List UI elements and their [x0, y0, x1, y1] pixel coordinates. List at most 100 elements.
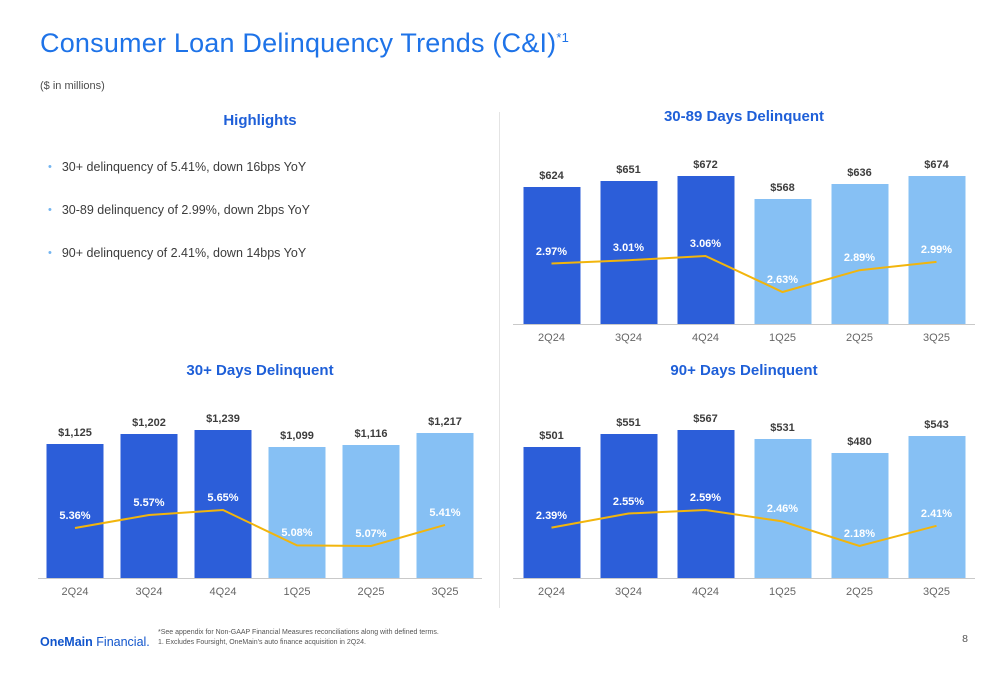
x-axis-label: 2Q25: [357, 586, 385, 598]
bar-pct-label: 2.63%: [766, 274, 799, 286]
x-axis-label: 2Q24: [61, 586, 89, 598]
bullet-item: • 30+ delinquency of 5.41%, down 16bps Y…: [48, 159, 480, 176]
onemain-financial-logo: OneMain Financial.: [40, 635, 150, 649]
x-axis-label: 3Q24: [615, 586, 642, 598]
x-axis-label: 3Q25: [431, 586, 459, 598]
chart-title: 30+ Days Delinquent: [186, 362, 334, 379]
bar-slot-1Q25: $568 2.63%: [744, 137, 821, 324]
vertical-divider: [499, 112, 500, 608]
chart-90-plus-days-delinquent: 90+ Days Delinquent $501 2.39% $551 2.55% $5…: [513, 362, 975, 610]
bar-value-label: $1,116: [354, 428, 388, 440]
bar-slot-2Q25: $636 2.89%: [821, 137, 898, 324]
bar-slot-2Q24: $1,125 5.36%: [38, 391, 112, 578]
footnotes: *See appendix for Non-GAAP Financial Mea…: [158, 628, 439, 648]
logo-text-regular: Financial.: [96, 635, 150, 649]
bar-2Q24: [523, 187, 580, 324]
x-axis-labels: 2Q24 3Q24 4Q24 1Q25 2Q25 3Q25: [513, 586, 975, 598]
bar-4Q24: [677, 430, 734, 578]
units-subtitle: ($ in millions): [40, 80, 105, 92]
bar-pct-label: 3.01%: [612, 242, 645, 255]
x-axis-labels: 2Q24 3Q24 4Q24 1Q25 2Q25 3Q25: [38, 586, 482, 598]
chart-title: 30-89 Days Delinquent: [663, 108, 825, 125]
bar-pct-label: 2.39%: [535, 509, 568, 522]
bar-value-label: $1,125: [58, 427, 92, 439]
bullet-item: • 90+ delinquency of 2.41%, down 14bps Y…: [48, 245, 480, 262]
bar-value-label: $567: [693, 413, 718, 425]
highlights-bullet-list: • 30+ delinquency of 5.41%, down 16bps Y…: [40, 159, 480, 262]
x-axis-label: 3Q25: [923, 586, 950, 598]
highlights-title: Highlights: [223, 112, 297, 129]
bar-pct-label: 2.18%: [843, 528, 876, 540]
highlights-panel: Highlights • 30+ delinquency of 5.41%, d…: [40, 112, 480, 357]
bar-pct-label: 2.46%: [766, 503, 799, 516]
bar-pct-label: 2.59%: [689, 492, 722, 504]
bar-4Q24: [677, 176, 734, 324]
x-axis-label: 1Q25: [769, 586, 796, 598]
bar-value-label: $636: [847, 167, 872, 179]
x-axis-label: 2Q25: [846, 586, 873, 598]
x-axis-labels: 2Q24 3Q24 4Q24 1Q25 2Q25 3Q25: [513, 332, 975, 344]
bar-value-label: $501: [539, 430, 564, 442]
pct-trend-line: [551, 508, 937, 548]
logo-text-bold: OneMain: [40, 635, 93, 649]
bar-pct-label: 2.89%: [843, 252, 876, 265]
page-title-text: Consumer Loan Delinquency Trends (C&I): [40, 28, 557, 58]
bar-3Q25: [908, 176, 965, 324]
x-axis-label: 2Q24: [538, 332, 565, 344]
bar-pct-label: 2.55%: [612, 495, 645, 508]
footnote-line: *See appendix for Non-GAAP Financial Mea…: [158, 629, 439, 637]
bar-value-label: $531: [770, 422, 795, 434]
bar-pct-label: 5.41%: [429, 506, 461, 519]
bar-pct-label: 5.08%: [281, 527, 313, 540]
bar-slot-3Q24: $551 2.55%: [590, 391, 667, 578]
bar-slot-2Q25: $480 2.18%: [821, 391, 898, 578]
bullet-dot-icon: •: [48, 247, 52, 260]
bar-pct-label: 5.36%: [59, 510, 91, 522]
bar-pct-label: 2.41%: [920, 507, 953, 520]
bar-value-label: $674: [924, 159, 949, 171]
pct-trend-line: [74, 508, 446, 548]
bar-pct-label: 2.99%: [920, 243, 953, 256]
x-axis-label: 1Q25: [769, 332, 796, 344]
bar-value-label: $672: [693, 159, 718, 171]
bar-slot-1Q25: $531 2.46%: [744, 391, 821, 578]
bar-4Q24: [194, 430, 252, 578]
x-axis-label: 2Q25: [846, 332, 873, 344]
bar-pct-label: 3.06%: [689, 238, 722, 250]
bar-2Q25: [831, 184, 888, 324]
bar-2Q24: [46, 444, 104, 578]
bar-2Q25: [342, 445, 400, 578]
bar-3Q24: [600, 181, 657, 324]
bullet-text: 90+ delinquency of 2.41%, down 14bps YoY: [61, 246, 307, 261]
chart-30-plus-days-delinquent: 30+ Days Delinquent $1,125 5.36% $1,202 5.5…: [38, 362, 482, 610]
bar-slot-3Q24: $651 3.01%: [590, 137, 667, 324]
bar-3Q25: [908, 436, 965, 578]
chart-plot-area: $1,125 5.36% $1,202 5.57% $1,239 5.65% $1,099 5…: [38, 391, 482, 579]
bullet-item: • 30-89 delinquency of 2.99%, down 2bps …: [48, 202, 480, 219]
pct-trend-line: [551, 254, 937, 294]
x-axis-label: 2Q24: [538, 586, 565, 598]
bar-2Q24: [523, 447, 580, 578]
bar-slot-4Q24: $1,239 5.65%: [186, 391, 260, 578]
bar-value-label: $551: [616, 417, 641, 429]
bar-slot-1Q25: $1,099 5.08%: [260, 391, 334, 578]
bar-2Q25: [831, 453, 888, 578]
bullet-text: 30-89 delinquency of 2.99%, down 2bps Yo…: [61, 203, 310, 218]
bar-value-label: $1,217: [428, 416, 462, 428]
page-title: Consumer Loan Delinquency Trends (C&I)*1: [40, 28, 569, 59]
bar-1Q25: [268, 447, 326, 578]
bar-slot-2Q24: $501 2.39%: [513, 391, 590, 578]
bar-3Q25: [416, 433, 474, 578]
bar-3Q24: [120, 434, 178, 578]
x-axis-label: 4Q24: [692, 332, 719, 344]
bar-slot-3Q25: $543 2.41%: [898, 391, 975, 578]
bar-slot-3Q25: $1,217 5.41%: [408, 391, 482, 578]
bar-slot-4Q24: $672 3.06%: [667, 137, 744, 324]
bar-pct-label: 5.57%: [133, 496, 165, 509]
x-axis-label: 3Q25: [923, 332, 950, 344]
bar-value-label: $651: [616, 164, 641, 176]
page-title-footnote-marker: *1: [556, 30, 570, 45]
x-axis-label: 4Q24: [209, 586, 237, 598]
bar-3Q24: [600, 434, 657, 578]
bar-pct-label: 5.65%: [207, 492, 239, 504]
